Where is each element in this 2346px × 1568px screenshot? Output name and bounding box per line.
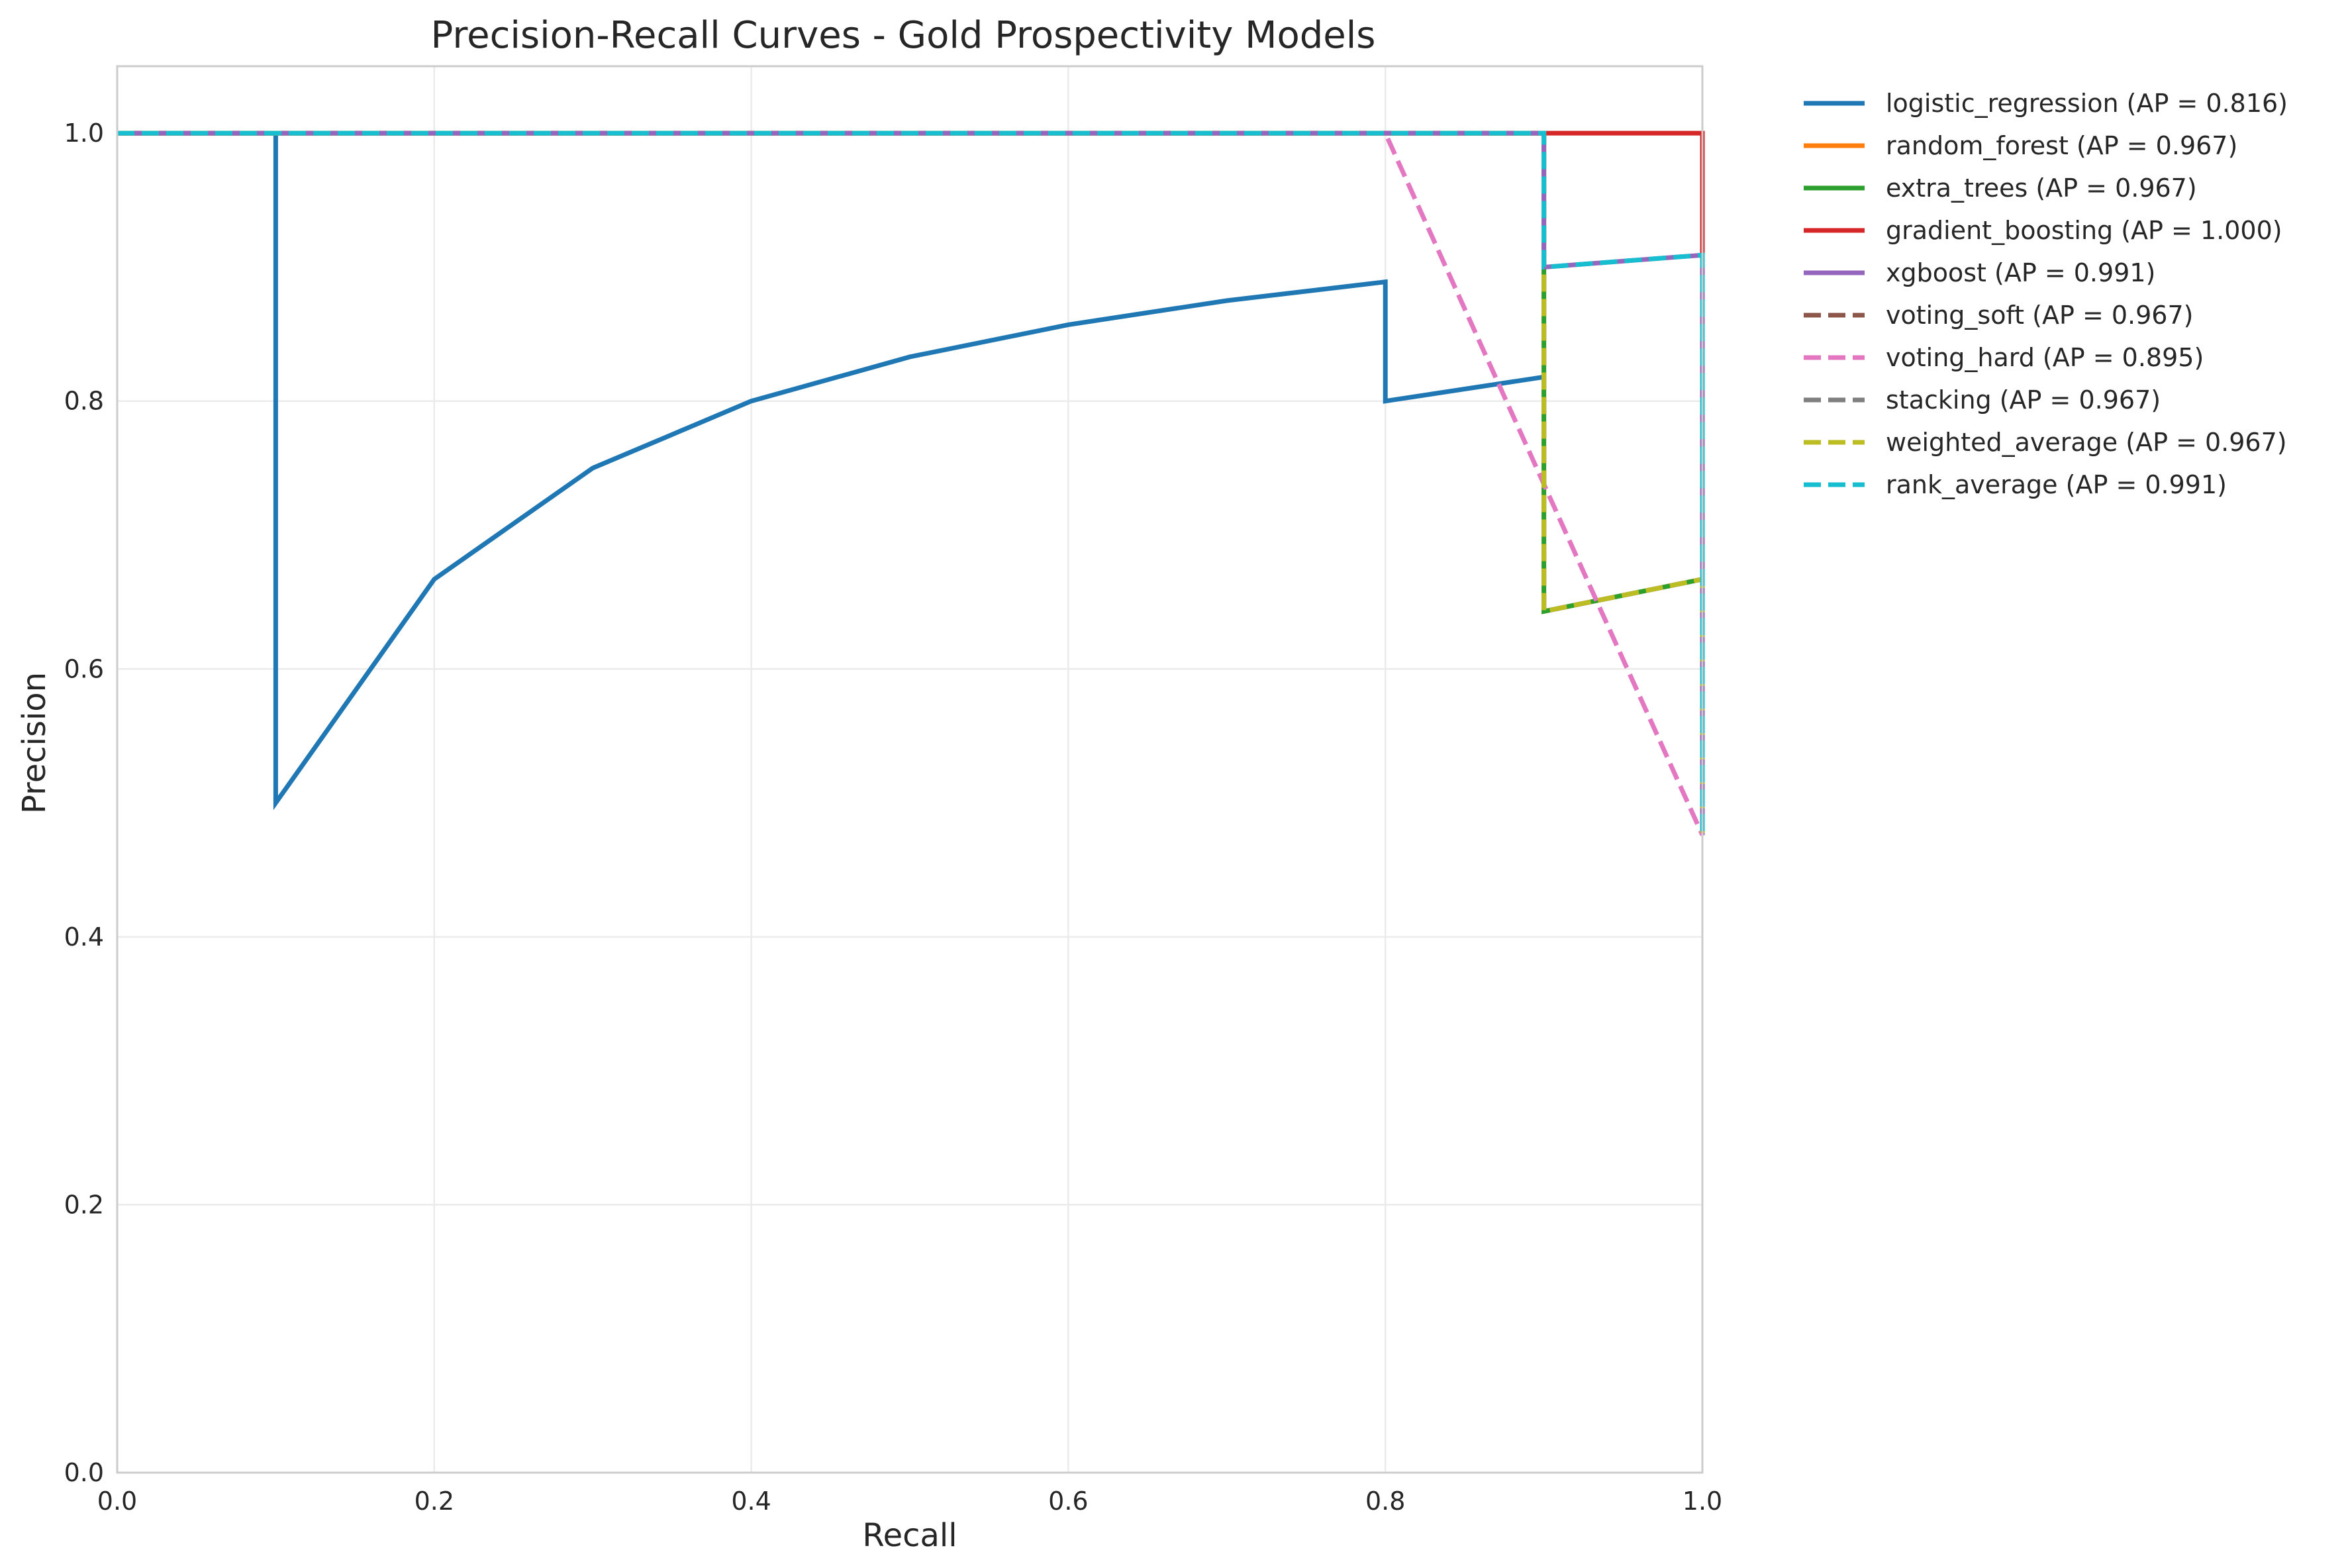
x-tick-label: 0.0 [97, 1487, 137, 1516]
series-line-3 [117, 130, 1705, 836]
x-tick-label: 0.6 [1048, 1487, 1088, 1516]
y-tick-label: 0.4 [64, 922, 104, 952]
x-axis-label: Recall [862, 1517, 957, 1554]
series-line-1 [117, 130, 1545, 810]
series-line-5 [117, 130, 1705, 836]
legend-label: stacking (AP = 0.967) [1886, 385, 2161, 415]
plot-frame [116, 65, 1704, 1474]
legend-label: rank_average (AP = 0.991) [1886, 470, 2227, 499]
legend-label: voting_hard (AP = 0.895) [1886, 343, 2204, 372]
series-line-4 [117, 130, 1705, 256]
series-line-7 [117, 130, 1705, 836]
legend-label: gradient_boosting (AP = 1.000) [1886, 216, 2282, 245]
x-tick-label: 0.4 [731, 1487, 771, 1516]
chart-title: Precision-Recall Curves - Gold Prospecti… [431, 14, 1376, 57]
series-line-2 [117, 130, 1705, 836]
y-axis-label: Precision [16, 672, 53, 814]
series-line-10 [117, 130, 1705, 836]
legend-label: voting_soft (AP = 0.967) [1886, 301, 2193, 330]
y-tick-label: 0.8 [64, 387, 104, 416]
grid-lines [116, 66, 1704, 1474]
y-tick-label: 0.0 [64, 1458, 104, 1487]
legend-label: xgboost (AP = 0.991) [1886, 258, 2155, 287]
series-line-6 [117, 130, 1705, 836]
x-tick-label: 0.2 [415, 1487, 454, 1516]
data-series [117, 130, 1705, 836]
series-line-9 [117, 130, 1705, 836]
series-line-8 [117, 130, 1705, 836]
legend: logistic_regression (AP = 0.816) random_f… [1804, 89, 2288, 499]
y-tick-label: 1.0 [64, 119, 104, 148]
legend-label: weighted_average (AP = 0.967) [1886, 428, 2287, 457]
axis-ticks: 0.0 0.2 0.4 0.6 0.8 1.0 0.0 0.2 0.4 0.6 0.8 1.0 [64, 119, 1723, 1516]
legend-label: extra_trees (AP = 0.967) [1886, 173, 2197, 203]
legend-label: random_forest (AP = 0.967) [1886, 131, 2237, 160]
x-tick-label: 1.0 [1683, 1487, 1722, 1516]
y-tick-label: 0.6 [64, 654, 104, 683]
x-tick-label: 0.8 [1365, 1487, 1405, 1516]
legend-label: logistic_regression (AP = 0.816) [1886, 89, 2288, 118]
y-tick-label: 0.2 [64, 1190, 104, 1219]
